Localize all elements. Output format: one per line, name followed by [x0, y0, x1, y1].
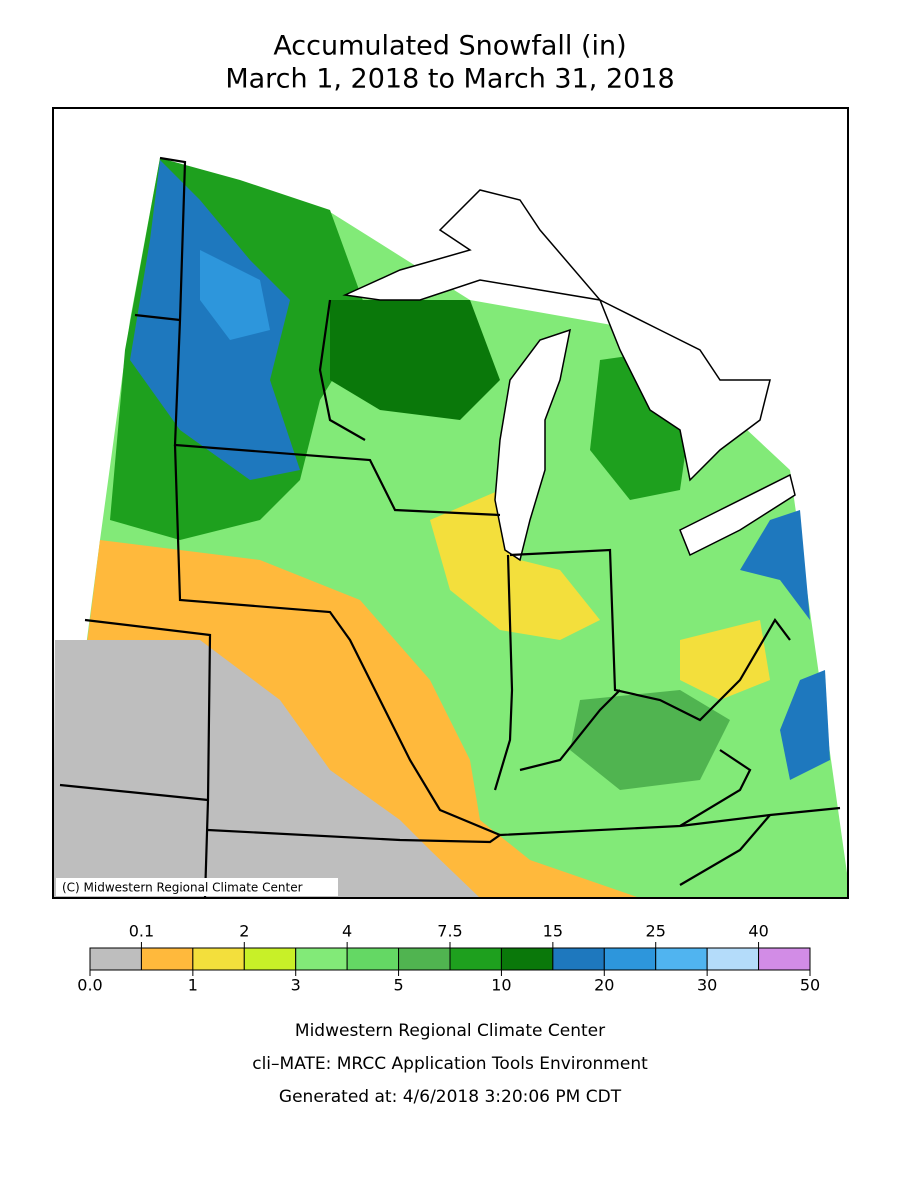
- zone: [680, 620, 770, 700]
- state-line: [679, 749, 752, 827]
- map: (C) Midwestern Regional Climate Center: [52, 107, 849, 899]
- legend-label: 0.1: [129, 922, 154, 941]
- legend-label: 10: [491, 976, 511, 995]
- legend-label: 30: [697, 976, 717, 995]
- legend-swatch: [192, 947, 245, 971]
- state-line: [59, 783, 209, 802]
- state-line: [493, 554, 514, 791]
- legend-swatch: [89, 947, 142, 971]
- legend-label: 40: [748, 922, 768, 941]
- legend-label: 4: [342, 922, 352, 941]
- legend-swatch: [758, 947, 811, 971]
- footer-line: Midwestern Regional Climate Center: [295, 1021, 605, 1041]
- legend-label: 20: [594, 976, 614, 995]
- legend-swatch: [500, 947, 554, 971]
- zone: [53, 640, 480, 898]
- state-line: [519, 689, 621, 772]
- legend-label: 1: [188, 976, 198, 995]
- legend-swatch: [398, 947, 451, 971]
- legend-swatch: [706, 947, 760, 971]
- zone: [200, 250, 270, 340]
- legend-label: 3: [291, 976, 301, 995]
- legend-label: 0.0: [77, 976, 102, 995]
- footer-line: Generated at: 4/6/2018 3:20:06 PM CDT: [279, 1087, 622, 1107]
- zone: [330, 300, 500, 420]
- legend-swatch: [346, 947, 400, 971]
- lake-erie: [679, 473, 796, 557]
- subtitle: March 1, 2018 to March 31, 2018: [225, 64, 674, 95]
- zone: [740, 510, 810, 620]
- credit-bg: [56, 878, 338, 896]
- credit: (C) Midwestern Regional Climate Center: [62, 881, 303, 895]
- legend-label: 7.5: [437, 922, 462, 941]
- state-line: [134, 313, 181, 322]
- legend-swatch: [603, 947, 657, 971]
- zone: [430, 490, 600, 640]
- state-line: [509, 548, 791, 722]
- map-border: [52, 107, 849, 899]
- lake-superior: [342, 189, 602, 302]
- legend-swatch: [295, 947, 348, 971]
- legend-swatch: [449, 947, 502, 971]
- legend-label: 50: [800, 976, 820, 995]
- legend-label: 5: [393, 976, 403, 995]
- legend-swatch: [243, 947, 297, 971]
- state-line: [173, 444, 501, 837]
- state-line: [318, 299, 366, 441]
- legend-swatch: [655, 947, 708, 971]
- state-line: [679, 814, 771, 886]
- legend-label: 15: [543, 922, 563, 941]
- title: Accumulated Snowfall (in): [273, 31, 626, 62]
- footer-line: cli–MATE: MRCC Application Tools Environ…: [252, 1054, 648, 1074]
- legend-swatch: [140, 947, 194, 971]
- legend-label: 2: [239, 922, 249, 941]
- state-line: [84, 618, 212, 899]
- zone: [780, 670, 830, 780]
- lake-michigan: [494, 328, 571, 562]
- legend-label: 25: [646, 922, 666, 941]
- legend-swatch: [552, 947, 605, 971]
- legend: 0.0 0.1 1 2 3 4 5 7.5 10 15 20 25 30 40 50: [77, 922, 820, 995]
- lake-huron: [598, 298, 771, 482]
